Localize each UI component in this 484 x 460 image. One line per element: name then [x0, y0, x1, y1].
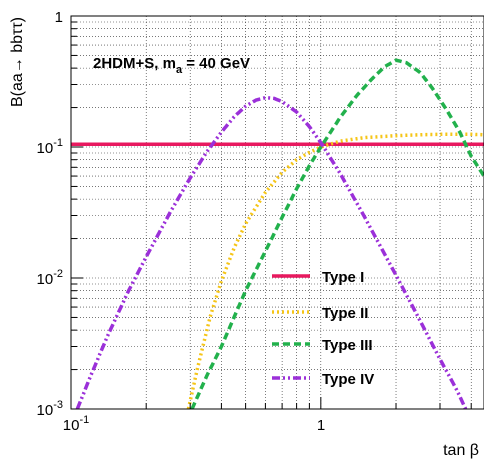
ticks — [70, 15, 472, 410]
y-tick-label: 10-3 — [37, 399, 63, 419]
legend-label-type-iii: Type III — [322, 337, 373, 354]
y-tick-label: 10-2 — [37, 268, 63, 288]
legend-label-type-ii: Type II — [322, 305, 368, 322]
y-tick-label: 1 — [55, 9, 63, 26]
y-tick-label: 10-1 — [37, 137, 63, 157]
x-axis-title: tan β — [443, 442, 479, 459]
legend: Type I Type II Type III Type IV — [272, 269, 374, 388]
chart-annotation: 2HDM+S, ma = 40 GeV — [93, 55, 250, 76]
series-line-type-ii — [186, 132, 484, 409]
series-layer — [71, 58, 484, 409]
plot-frame — [70, 15, 484, 410]
y-axis-title: B(aa→ bbττ) — [9, 17, 26, 107]
x-tick-label: 10-1 — [63, 414, 89, 434]
legend-label-type-i: Type I — [322, 269, 364, 286]
series-line-type-iii — [190, 58, 484, 409]
plot-background — [71, 16, 484, 409]
legend-label-type-iv: Type IV — [322, 371, 374, 388]
x-tick-label: 1 — [317, 417, 325, 434]
